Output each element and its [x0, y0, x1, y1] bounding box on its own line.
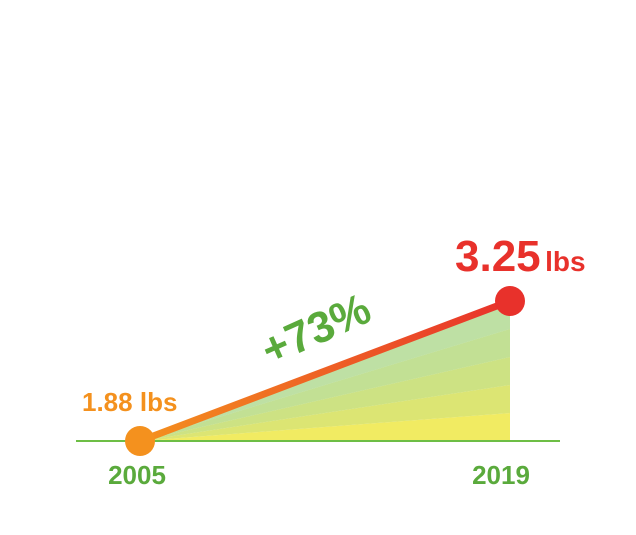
data-point-2005: [125, 426, 155, 456]
data-point-2019: [495, 286, 525, 316]
value-label-2005: 1.88 lbs: [82, 387, 177, 417]
x-tick-label-2019: 2019: [472, 460, 530, 490]
x-tick-label-2005: 2005: [108, 460, 166, 490]
unit-2005: lbs: [140, 387, 178, 417]
trend-line: [136, 297, 514, 445]
value-2005: 1.88: [82, 387, 133, 417]
value-2019: 3.25: [455, 232, 541, 281]
value-label-2019: 3.25 lbs: [455, 232, 586, 281]
unit-2019: lbs: [545, 246, 585, 277]
